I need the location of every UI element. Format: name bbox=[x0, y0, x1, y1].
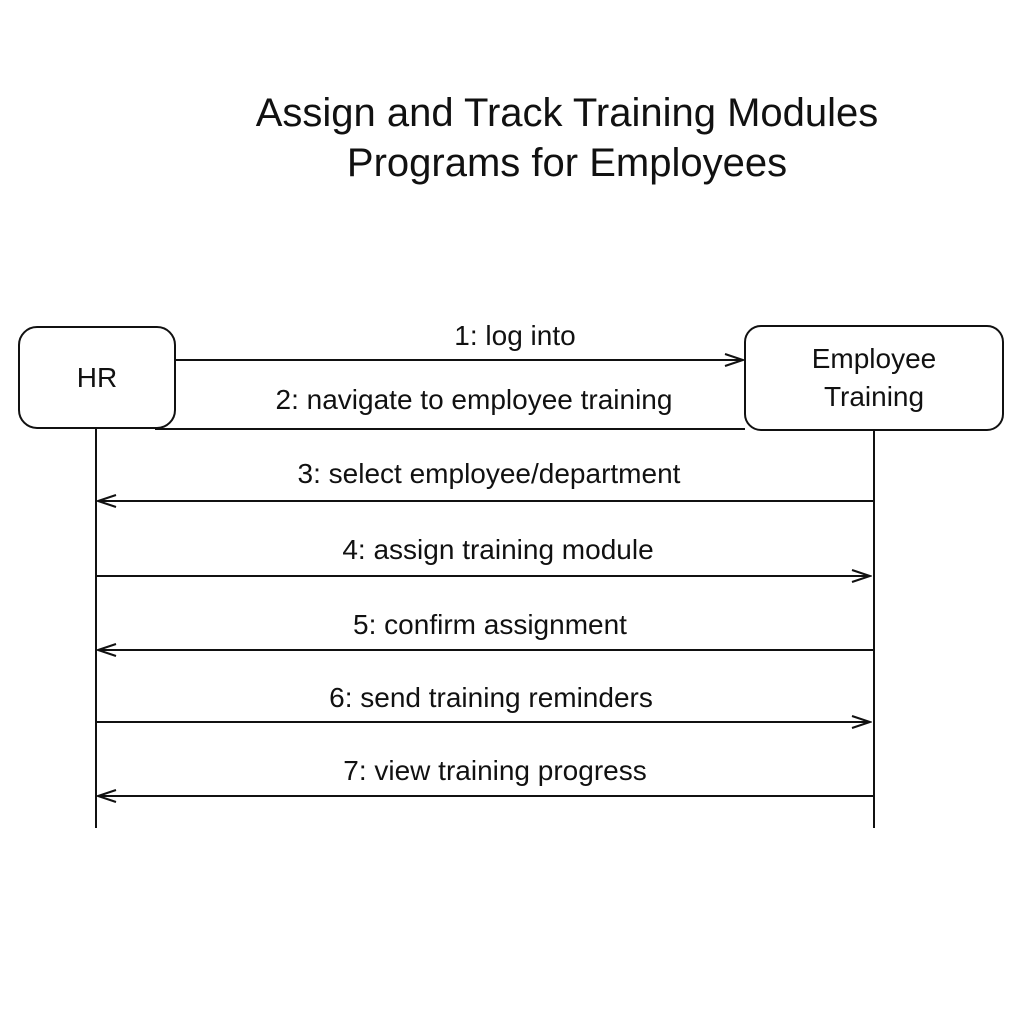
message-1: 1: log into bbox=[175, 320, 743, 360]
message-5: 5: confirm assignment bbox=[98, 609, 874, 650]
participant-hr: HR bbox=[18, 326, 176, 429]
message-5-label: 5: confirm assignment bbox=[353, 609, 627, 640]
participant-employee-training: Employee Training bbox=[744, 325, 1004, 431]
diagram-title: Assign and Track Training Modules Progra… bbox=[0, 88, 1024, 188]
message-6-label: 6: send training reminders bbox=[329, 682, 653, 713]
diagram-title-line-1: Assign and Track Training Modules bbox=[255, 91, 879, 135]
message-3: 3: select employee/department bbox=[98, 458, 874, 501]
message-7: 7: view training progress bbox=[98, 755, 874, 796]
participant-hr-label: HR bbox=[77, 362, 117, 393]
message-4: 4: assign training module bbox=[96, 534, 870, 576]
diagram-title-line-2: Programs for Employees bbox=[346, 141, 788, 185]
participant-employee-training-label-line-2: Training bbox=[824, 381, 924, 412]
message-6: 6: send training reminders bbox=[96, 682, 870, 722]
message-3-label: 3: select employee/department bbox=[298, 458, 681, 489]
message-2-label: 2: navigate to employee training bbox=[276, 384, 673, 415]
message-2: 2: navigate to employee training bbox=[155, 384, 745, 430]
message-1-label: 1: log into bbox=[454, 320, 575, 351]
participant-employee-training-label-line-1: Employee bbox=[812, 343, 937, 374]
message-4-label: 4: assign training module bbox=[342, 534, 653, 565]
participant-employee-training-box bbox=[744, 325, 1004, 431]
message-7-label: 7: view training progress bbox=[343, 755, 646, 786]
